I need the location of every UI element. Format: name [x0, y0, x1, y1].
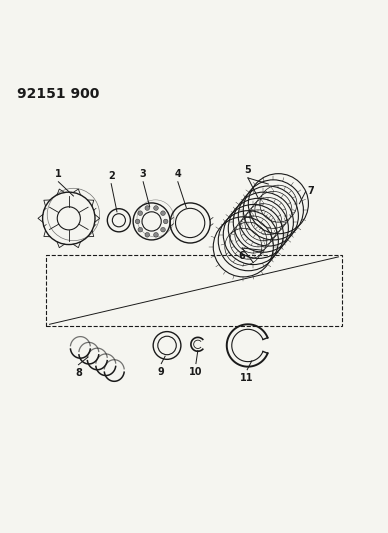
Circle shape: [163, 219, 168, 224]
Text: 11: 11: [241, 373, 254, 383]
Text: 5: 5: [244, 165, 251, 175]
Circle shape: [138, 228, 142, 232]
Bar: [46, 255, 342, 326]
Text: 3: 3: [140, 168, 147, 179]
Circle shape: [138, 211, 142, 215]
Circle shape: [161, 211, 165, 215]
Text: 2: 2: [108, 171, 114, 181]
Circle shape: [154, 206, 158, 211]
Text: 4: 4: [175, 168, 181, 179]
Circle shape: [145, 232, 150, 237]
Text: 6: 6: [239, 251, 246, 261]
Text: 8: 8: [75, 368, 82, 378]
Text: 1: 1: [55, 168, 62, 179]
Text: 10: 10: [189, 367, 203, 377]
Circle shape: [161, 228, 165, 232]
Text: 7: 7: [308, 187, 314, 196]
Circle shape: [135, 219, 140, 224]
Circle shape: [154, 232, 158, 237]
Text: 92151 900: 92151 900: [17, 87, 99, 101]
Text: 9: 9: [158, 367, 165, 377]
Circle shape: [145, 206, 150, 211]
